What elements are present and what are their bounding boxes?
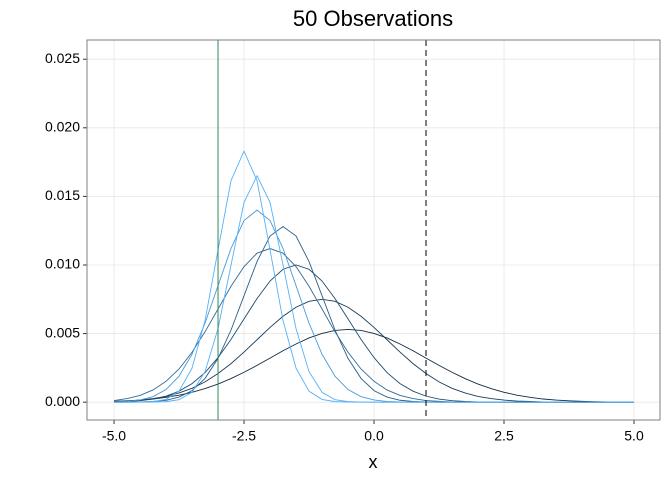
y-tick-label: 0.015: [45, 187, 80, 203]
x-tick-label: 0.0: [364, 428, 384, 444]
y-tick-label: 0.005: [45, 324, 80, 340]
x-tick-label: 5.0: [624, 428, 644, 444]
y-tick-label: 0.000: [45, 393, 80, 409]
plot-panel: [87, 40, 660, 420]
density-line: [114, 329, 634, 403]
density-line: [114, 150, 634, 403]
x-tick-label: -5.0: [102, 428, 126, 444]
y-tick-label: 0.010: [45, 256, 80, 272]
x-tick-label: 2.5: [494, 428, 514, 444]
panel-border: [86, 39, 661, 421]
chart-title: 50 Observations: [293, 6, 453, 31]
x-tick-label: -2.5: [232, 428, 256, 444]
y-tick-label: 0.025: [45, 50, 80, 66]
x-axis-label: x: [369, 452, 378, 472]
y-tick-label: 0.020: [45, 119, 80, 135]
